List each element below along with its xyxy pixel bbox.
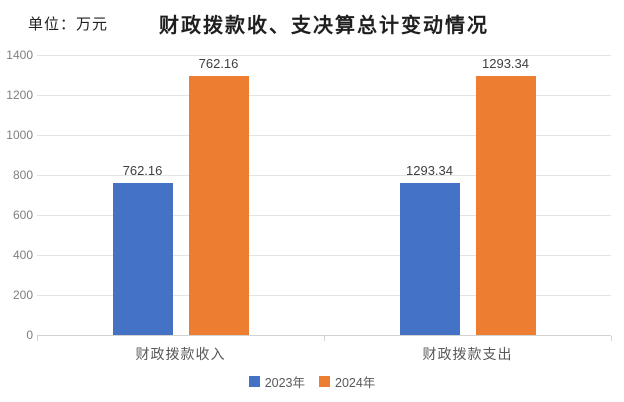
y-axis-tick-label: 0 bbox=[26, 328, 33, 342]
bar-value-label: 762.16 bbox=[198, 56, 239, 72]
legend: 2023年 2024年 bbox=[0, 372, 624, 391]
unit-label: 单位：万元 bbox=[28, 16, 109, 33]
y-axis-tick-label: 600 bbox=[12, 208, 33, 222]
y-axis-tick-label: 400 bbox=[12, 248, 33, 262]
bar-value-label: 762.16 bbox=[122, 162, 163, 178]
x-axis-tick bbox=[37, 336, 38, 341]
gridline bbox=[37, 255, 611, 256]
gridline bbox=[37, 175, 611, 176]
x-axis-category-label: 财政拨款收入 bbox=[135, 346, 226, 362]
bar-2024年 bbox=[475, 76, 536, 335]
y-axis-tick-label: 1400 bbox=[6, 48, 33, 62]
legend-label: 2023年 bbox=[264, 376, 305, 390]
gridline bbox=[37, 135, 611, 136]
x-axis-tick bbox=[611, 336, 612, 341]
gridline bbox=[37, 95, 611, 96]
y-axis-tick-label: 1200 bbox=[6, 88, 33, 102]
x-axis-line bbox=[37, 335, 611, 336]
bar-2024年 bbox=[188, 76, 249, 335]
x-axis-tick bbox=[324, 336, 325, 341]
legend-item: 2023年 bbox=[248, 372, 305, 391]
legend-item: 2024年 bbox=[319, 372, 375, 391]
legend-label: 2024年 bbox=[335, 376, 376, 390]
legend-swatch-icon bbox=[248, 376, 260, 387]
y-axis-tick-label: 800 bbox=[12, 168, 33, 182]
bar-2023年 bbox=[112, 182, 173, 335]
bar-value-label: 1293.34 bbox=[482, 56, 529, 72]
bar-2023年 bbox=[399, 182, 460, 335]
gridline bbox=[37, 295, 611, 296]
y-axis-tick-label: 200 bbox=[12, 288, 33, 302]
x-axis-category-label: 财政拨款支出 bbox=[422, 346, 513, 362]
bar-value-label: 1293.34 bbox=[406, 162, 453, 178]
chart-title: 财政拨款收、支决算总计变动情况 bbox=[159, 15, 489, 37]
gridline bbox=[37, 55, 611, 56]
legend-swatch-icon bbox=[319, 376, 330, 387]
y-axis-tick-label: 1000 bbox=[6, 128, 33, 142]
gridline bbox=[37, 215, 611, 216]
